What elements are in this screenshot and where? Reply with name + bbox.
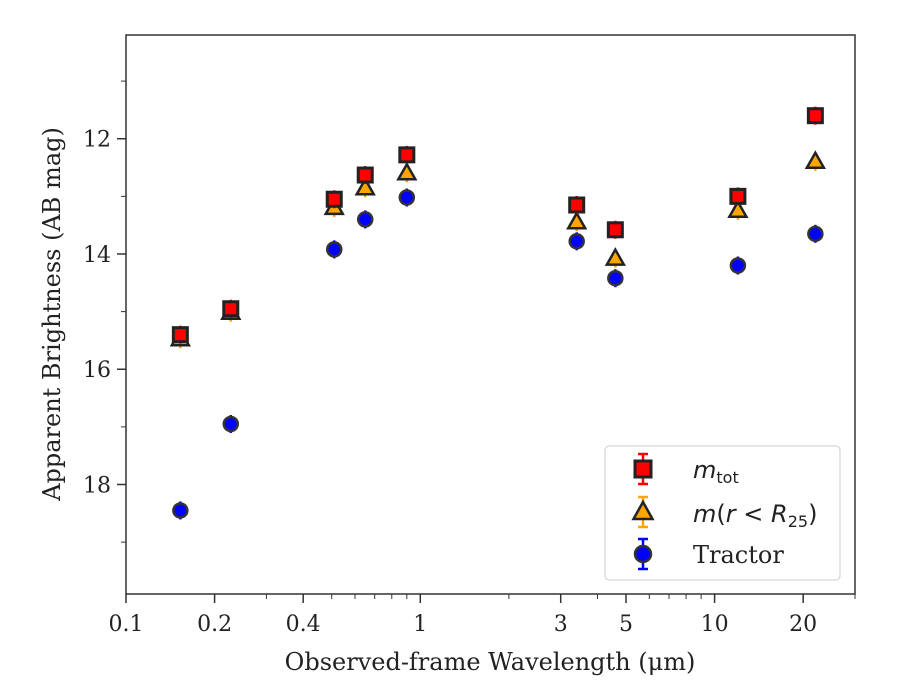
mtot-point: [325, 190, 343, 208]
mtot-point: [806, 107, 824, 125]
legend-marker-tractor: [633, 544, 653, 564]
mr25-point: [396, 161, 418, 181]
mr25-point: [804, 150, 827, 170]
tractor-point: [729, 257, 747, 274]
mtot-point: [171, 326, 189, 344]
legend-markers: [631, 452, 655, 571]
x-tick-label: 0.2: [197, 612, 232, 637]
y-tick-label: 12: [83, 128, 111, 153]
x-tick-label: 1: [413, 612, 427, 637]
legend-mr25-lt: <: [736, 500, 771, 528]
tractor-point: [325, 241, 343, 258]
mr25-point: [354, 176, 376, 196]
tractor-point: [222, 415, 240, 433]
legend-mr25-r: r: [726, 500, 738, 528]
x-tick-label: 10: [701, 612, 729, 637]
x-tick-label: 0.4: [286, 612, 321, 637]
tractor-point: [568, 233, 585, 250]
mtot-point: [356, 166, 374, 184]
legend-marker-mr25: [631, 499, 655, 521]
x-tick-label: 3: [554, 612, 568, 637]
mtot-point: [222, 300, 240, 318]
x-tick-label: 0.1: [109, 612, 144, 637]
x-axis-label: Observed-frame Wavelength (μm): [285, 648, 696, 676]
legend: mtot m(r < R25) Tractor: [604, 445, 841, 581]
mtot-point: [568, 196, 586, 214]
tractor-point: [807, 225, 824, 243]
data-markers: [169, 106, 827, 520]
legend-mtot-m: m: [693, 456, 716, 484]
mtot-point: [606, 221, 624, 239]
y-axis: 12 14 16 18: [83, 80, 126, 543]
tractor-point: [607, 269, 624, 287]
legend-mr25-m: m: [693, 500, 716, 528]
y-tick-label: 14: [83, 243, 111, 268]
legend-label-tractor: Tractor: [693, 541, 784, 569]
legend-mr25-R: R: [771, 500, 788, 528]
legend-mtot-sub: tot: [716, 468, 738, 487]
legend-label-mr25: m(r < R25): [693, 500, 817, 531]
x-tick-label: 5: [619, 612, 633, 637]
legend-mr25-sub: 25: [788, 512, 808, 531]
legend-mr25-open: (: [716, 500, 725, 528]
legend-label-mtot: mtot: [693, 456, 739, 487]
x-axis: 0.1 0.2 0.4 1 3 5 10 20: [109, 594, 856, 637]
legend-marker-mtot: [633, 459, 653, 479]
legend-mr25-close: ): [808, 500, 817, 528]
mtot-point: [398, 146, 416, 164]
mr25-point: [727, 199, 749, 219]
x-tick-label: 20: [789, 612, 817, 637]
mr25-point: [604, 247, 626, 266]
legend-box: [604, 445, 841, 581]
y-axis-label: Apparent Brightness (AB mag): [38, 127, 66, 502]
tractor-point: [398, 189, 416, 206]
mr25-point: [566, 210, 588, 230]
y-tick-label: 18: [83, 474, 111, 499]
y-tick-label: 16: [83, 358, 111, 383]
tractor-point: [356, 211, 374, 228]
mtot-point: [729, 187, 747, 205]
tractor-point: [172, 502, 189, 519]
